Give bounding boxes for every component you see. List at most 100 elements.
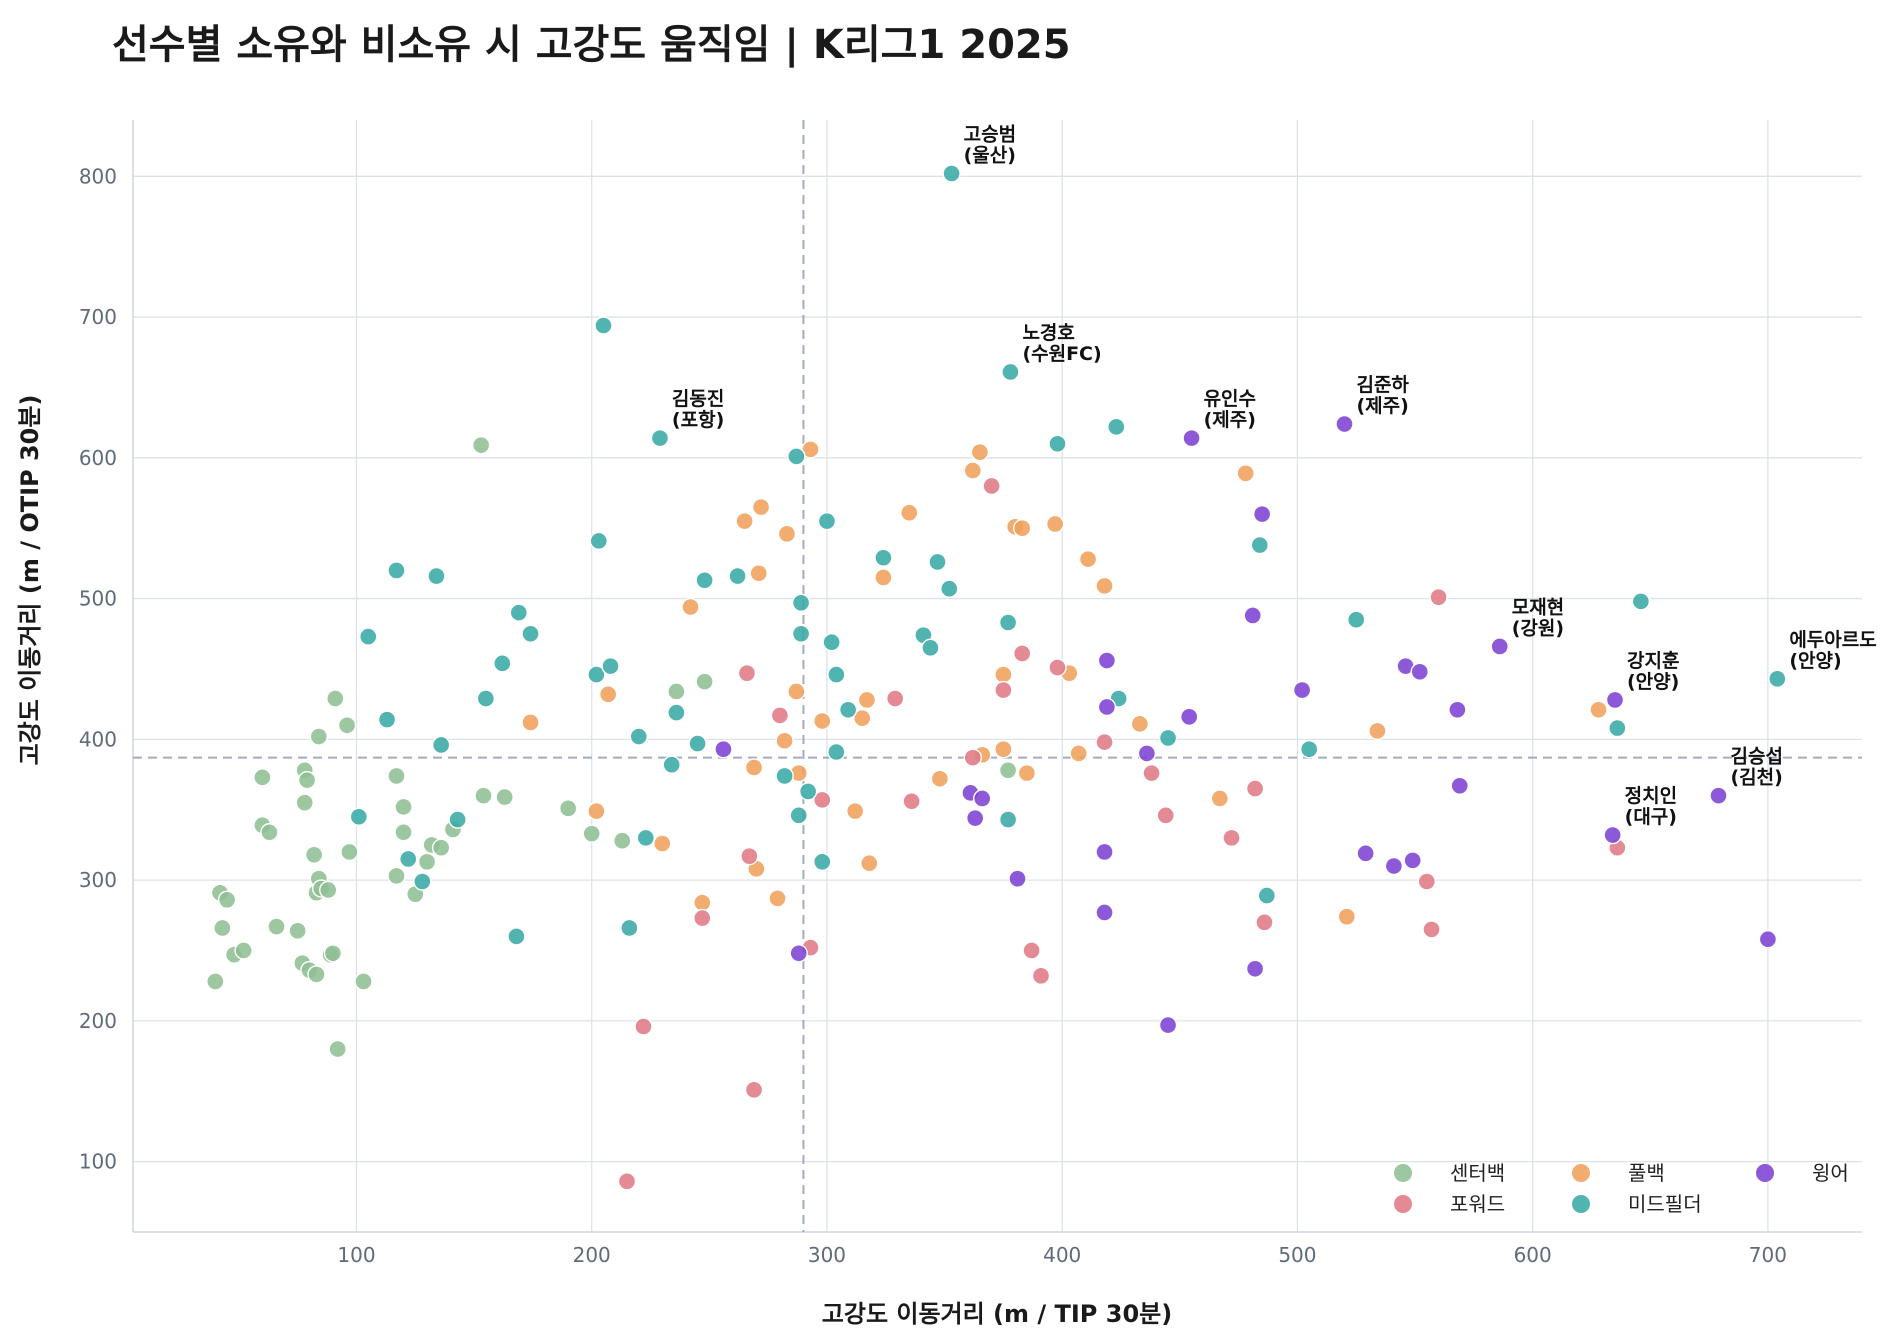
data-point [507, 927, 526, 946]
x-tick-label: 400 [1043, 1243, 1081, 1267]
data-point [728, 566, 747, 586]
data-point [297, 770, 317, 790]
data-point [1252, 504, 1272, 524]
data-point [1048, 434, 1067, 453]
data-point [1045, 514, 1065, 534]
annotation-team: (안양) [1789, 650, 1841, 672]
data-point [495, 787, 514, 807]
data-point [431, 838, 451, 857]
data-point [1429, 587, 1448, 607]
data-point [587, 665, 606, 684]
legend-label: 포워드 [1450, 1192, 1505, 1216]
data-point [213, 918, 232, 938]
y-tick-label: 100 [79, 1150, 117, 1174]
data-point [963, 461, 982, 480]
data-point [1448, 700, 1467, 719]
annotation-team: (울산) [964, 144, 1016, 166]
y-tick-label: 300 [79, 868, 117, 892]
chart-title: 선수별 소유와 비소유 시 고강도 움직임 | K리그1 2025 [112, 22, 1071, 68]
data-point [427, 566, 446, 586]
data-point [744, 1080, 764, 1100]
x-tick-label: 600 [1514, 1243, 1552, 1267]
data-point [1095, 732, 1114, 752]
data-point [521, 624, 540, 643]
data-point [413, 872, 432, 891]
data-point [902, 792, 921, 811]
data-point [601, 656, 620, 676]
annotation-name: 에두아르도 [1789, 629, 1876, 651]
data-point [693, 893, 712, 912]
annotation-team: (김천) [1731, 767, 1783, 789]
data-point [337, 716, 357, 735]
data-point [587, 801, 606, 821]
data-point [1013, 519, 1032, 538]
data-point [1097, 697, 1117, 717]
data-point [387, 866, 406, 886]
data-point [695, 672, 714, 691]
annotation-team: (포항) [672, 409, 724, 431]
data-point [1022, 941, 1041, 960]
data-point [582, 824, 601, 843]
data-point [787, 682, 806, 701]
data-point [777, 524, 797, 544]
legend-label: 풀백 [1628, 1161, 1665, 1185]
data-point [1013, 644, 1032, 663]
data-point [1245, 959, 1265, 978]
data-point [1180, 707, 1199, 727]
data-point [288, 921, 307, 940]
data-point [900, 503, 919, 522]
data-point [629, 727, 648, 746]
data-point [1008, 869, 1027, 888]
data-point [394, 823, 413, 842]
data-point [998, 810, 1018, 829]
x-axis-title: 고강도 이동거리 (m / TIP 30분) [822, 1300, 1172, 1328]
data-point [387, 561, 406, 580]
data-point [667, 703, 686, 722]
data-point [1410, 662, 1429, 681]
data-point [1605, 690, 1625, 710]
data-point [1250, 535, 1269, 555]
data-point [1130, 714, 1150, 734]
data-point [1337, 907, 1357, 926]
data-point [1095, 903, 1114, 922]
data-point [789, 806, 808, 825]
data-point [1069, 744, 1088, 763]
annotation-team: (제주) [1204, 409, 1256, 431]
data-point [817, 511, 837, 531]
data-point [1257, 886, 1277, 905]
y-tick-label: 600 [79, 446, 117, 470]
data-point [1758, 930, 1778, 949]
y-tick-label: 500 [79, 587, 117, 611]
data-point [326, 689, 345, 708]
data-point [813, 790, 832, 810]
data-point [775, 766, 794, 786]
data-point [1403, 851, 1422, 870]
data-point [217, 890, 237, 910]
data-point [1001, 362, 1020, 382]
data-point [921, 638, 940, 658]
y-tick-label: 400 [79, 727, 117, 751]
data-point [309, 727, 329, 746]
data-point [509, 603, 528, 622]
data-point [323, 944, 343, 963]
data-point [1292, 680, 1312, 700]
data-point [857, 690, 877, 710]
data-point [417, 852, 437, 872]
data-point [394, 797, 413, 817]
data-point [521, 713, 540, 732]
annotation-team: (대구) [1625, 806, 1677, 828]
annotation-name: 김동진 [672, 388, 724, 410]
reference-lines [133, 120, 1862, 1232]
legend-marker [1756, 1164, 1774, 1182]
data-point [319, 880, 338, 900]
data-point [1422, 920, 1441, 939]
data-point [650, 428, 670, 448]
data-point [1142, 763, 1161, 783]
legend-marker [1572, 1164, 1590, 1182]
data-point [963, 748, 982, 767]
data-point [667, 682, 686, 701]
legend-label: 윙어 [1812, 1161, 1849, 1185]
data-point [1031, 966, 1051, 986]
data-point [930, 769, 950, 788]
